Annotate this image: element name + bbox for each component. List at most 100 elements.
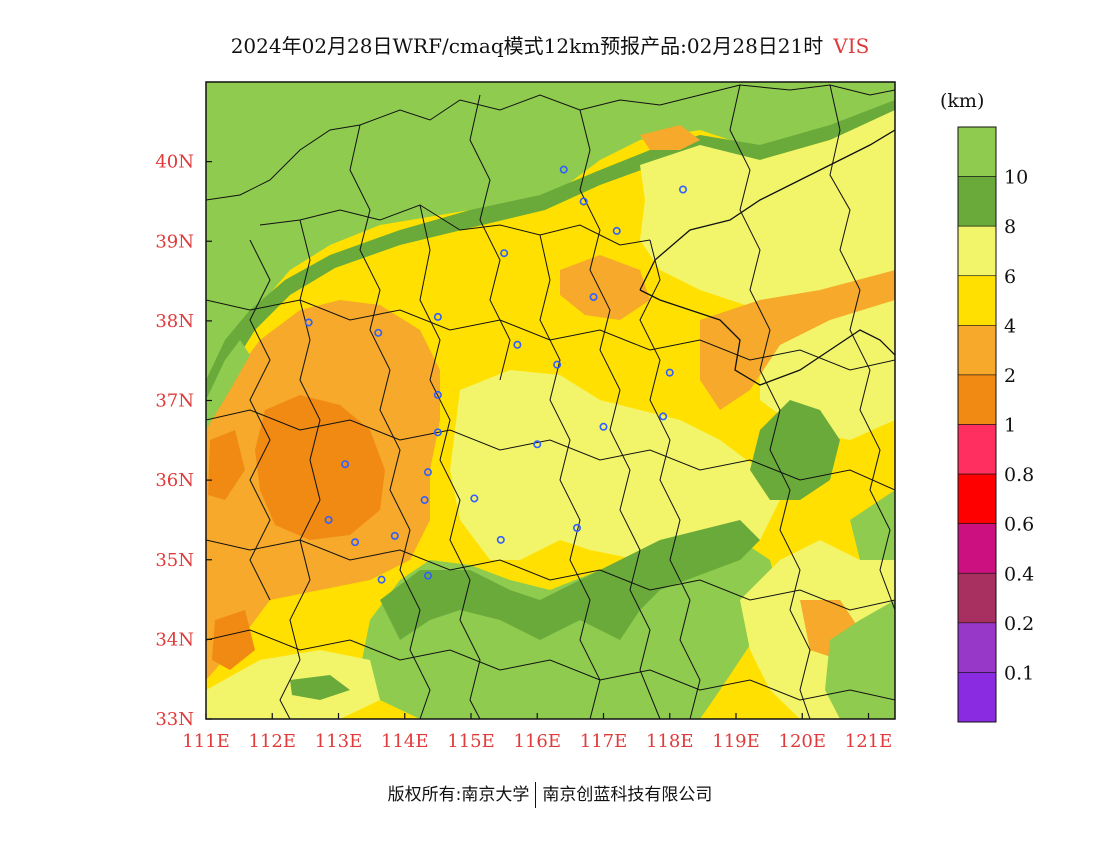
province-boundary [279, 219, 321, 719]
city-marker [533, 440, 542, 449]
province-boundary [539, 234, 601, 719]
province-boundary [206, 84, 895, 201]
x-tick-label: 111E [182, 731, 230, 752]
y-tick-label: 33N [155, 709, 194, 730]
copyright-right: 南京创蓝科技有限公司 [542, 785, 713, 805]
province-boundary [206, 629, 895, 701]
city-marker [665, 368, 674, 377]
city-marker [579, 197, 588, 206]
fill-region-s-darkgreen [380, 520, 760, 640]
fill-region-w-darkorange [255, 395, 385, 540]
city-marker [513, 340, 522, 349]
legend-label: 0.2 [1004, 613, 1034, 635]
city-marker [304, 318, 313, 327]
legend-label: 2 [1004, 365, 1016, 387]
x-tick-label: 115E [447, 731, 495, 752]
title-variable: VIS [833, 34, 870, 58]
x-axis: 111E 112E 113E 114E 115E 116E 117E 118E 119E 120E… [182, 713, 892, 752]
fill-region-ne-orange [640, 125, 700, 150]
legend-swatch [957, 176, 997, 227]
city-marker [659, 412, 668, 421]
title-text: 2024年02月28日WRF/cmaq模式12km预报产品:02月28日21时 [230, 34, 824, 58]
province-boundary [259, 204, 651, 246]
city-marker [500, 249, 509, 258]
y-tick-label: 38N [155, 311, 194, 332]
y-axis: 33N 34N 35N 36N 37N 38N 39N 40N [155, 152, 212, 730]
fill-region-e-orange [700, 270, 895, 410]
legend-frame [957, 126, 997, 723]
copyright-separator [535, 782, 537, 808]
map-plot-area [206, 82, 895, 719]
fill-region-nw-green [206, 340, 250, 430]
province-boundary [206, 299, 895, 371]
legend-swatch [957, 473, 997, 524]
city-marker [423, 571, 432, 580]
fill-region-se-darkgreen [750, 400, 840, 500]
legend-swatch [957, 325, 997, 376]
fill-region-ne-pale [640, 110, 895, 310]
fill-region-north-darkgreen [206, 100, 895, 410]
legend-swatch [957, 523, 997, 574]
fill-region-sw-darkorange [212, 610, 255, 670]
fill-region-c-pale [450, 370, 780, 560]
fill-region-e-green [850, 490, 895, 560]
legend-label: 8 [1004, 216, 1016, 238]
x-tick-label: 112E [249, 731, 297, 752]
province-boundaries [206, 84, 895, 719]
city-marker [553, 360, 562, 369]
province-boundary [579, 109, 661, 719]
coastline [639, 289, 895, 386]
legend-unit: (km) [940, 90, 985, 112]
color-legend: 10 8 6 4 2 1 0.8 0.6 0.4 0.2 0.1 [957, 126, 1034, 723]
copyright-footer: 版权所有:南京大学 南京创蓝科技有限公司 [0, 780, 1100, 808]
x-tick-label: 118E [646, 731, 694, 752]
province-boundary [349, 124, 431, 719]
province-boundary [829, 84, 895, 611]
legend-label: 0.1 [1004, 662, 1034, 684]
city-marker [559, 165, 568, 174]
fill-region-w-darkorange-2 [208, 430, 245, 500]
city-marker [572, 523, 581, 532]
coastline [639, 129, 895, 291]
copyright-left: 版权所有:南京大学 [387, 785, 530, 805]
legend-label: 1 [1004, 415, 1016, 437]
x-tick-label: 113E [315, 731, 363, 752]
province-boundary [419, 204, 481, 719]
province-boundary [206, 409, 895, 491]
y-tick-label: 40N [155, 152, 194, 173]
province-boundary [729, 84, 811, 719]
legend-swatch [957, 126, 997, 177]
city-marker [433, 428, 442, 437]
y-tick-label: 39N [155, 231, 194, 252]
y-tick-label: 36N [155, 470, 194, 491]
city-marker [324, 515, 333, 524]
province-boundary [249, 239, 271, 601]
legend-label: 4 [1004, 315, 1016, 337]
city-marker [433, 312, 442, 321]
y-tick-label: 37N [155, 391, 194, 412]
province-boundary [469, 94, 511, 381]
x-tick-label: 120E [779, 731, 827, 752]
fill-region-se-green [825, 600, 895, 719]
city-marker [351, 538, 360, 547]
city-marker [612, 226, 621, 235]
city-marker [341, 460, 350, 469]
city-marker [470, 494, 479, 503]
x-tick-label: 117E [580, 731, 628, 752]
fill-region-north-green [206, 82, 895, 400]
city-marker [390, 531, 399, 540]
x-tick-label: 121E [845, 731, 893, 752]
legend-label: 0.4 [1004, 563, 1034, 585]
x-tick-label: 119E [712, 731, 760, 752]
map-title: 2024年02月28日WRF/cmaq模式12km预报产品:02月28日21时 V… [0, 30, 1100, 59]
province-boundary [639, 239, 701, 719]
city-marker [433, 390, 442, 399]
legend-swatch [957, 424, 997, 475]
city-marker [377, 575, 386, 584]
province-boundary [206, 539, 895, 611]
legend-swatch [957, 622, 997, 673]
legend-label: 10 [1004, 167, 1028, 189]
city-marker [374, 328, 383, 337]
